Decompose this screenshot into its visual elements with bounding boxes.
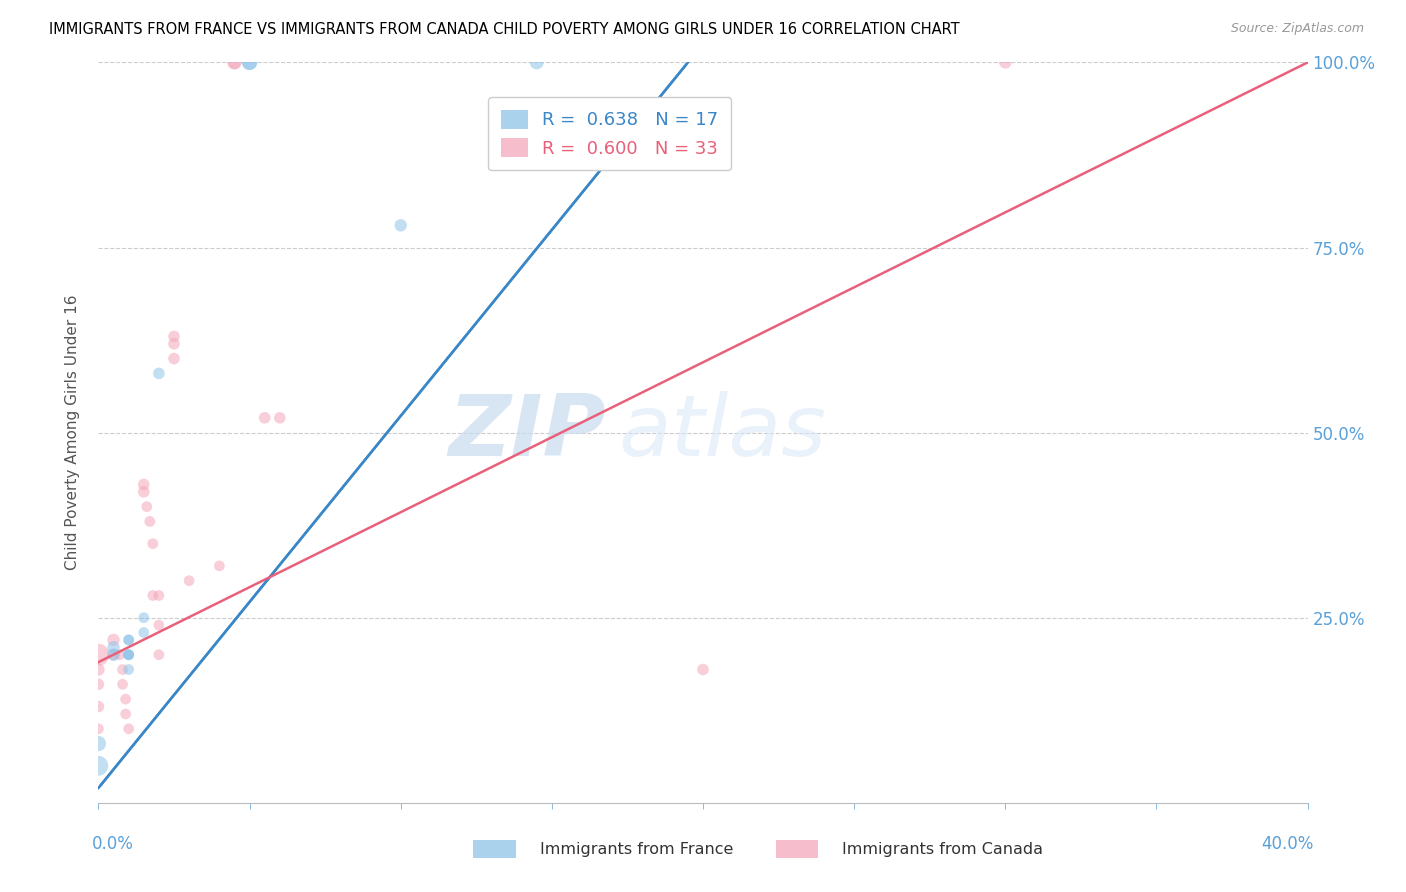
Point (87, 648, 110, 662)
Point (163, 336, 186, 351)
Text: 40.0%: 40.0% (1261, 835, 1313, 853)
Point (87, 699, 110, 714)
Point (148, 618, 170, 632)
Point (148, 648, 170, 662)
Point (526, 55, 548, 70)
Point (118, 648, 141, 662)
Point (389, 219, 412, 233)
Text: atlas: atlas (619, 391, 827, 475)
Point (163, 351, 186, 366)
Point (142, 536, 165, 550)
Point (118, 632, 141, 647)
Point (87, 758, 110, 772)
Point (103, 632, 125, 647)
Point (132, 625, 155, 640)
Text: 0.0%: 0.0% (93, 835, 134, 853)
Point (253, 410, 276, 425)
Point (118, 648, 141, 662)
Point (208, 558, 231, 573)
Point (224, 55, 246, 70)
Point (132, 477, 155, 491)
Point (114, 706, 136, 721)
Y-axis label: Child Poverty Among Girls Under 16: Child Poverty Among Girls Under 16 (65, 295, 80, 570)
Point (692, 663, 714, 677)
Point (103, 640, 125, 655)
Point (118, 648, 141, 662)
Point (139, 515, 162, 529)
Point (239, 55, 262, 70)
Bar (474, 840, 516, 858)
Point (87, 677, 110, 691)
Point (118, 632, 141, 647)
Text: Immigrants from Canada: Immigrants from Canada (842, 842, 1043, 857)
Point (142, 589, 165, 603)
Point (87, 737, 110, 751)
Point (994, 55, 1017, 70)
Point (118, 663, 141, 677)
Point (224, 55, 246, 70)
Point (269, 410, 291, 425)
Point (87, 722, 110, 736)
Point (114, 692, 136, 706)
Text: Source: ZipAtlas.com: Source: ZipAtlas.com (1230, 22, 1364, 36)
Bar (776, 840, 818, 858)
Point (148, 589, 170, 603)
Point (132, 610, 155, 624)
Point (87, 663, 110, 677)
Point (148, 367, 170, 381)
Point (103, 648, 125, 662)
Point (108, 648, 131, 662)
Text: ZIP: ZIP (449, 391, 606, 475)
Point (103, 648, 125, 662)
Legend: R =  0.638   N = 17, R =  0.600   N = 33: R = 0.638 N = 17, R = 0.600 N = 33 (488, 97, 731, 170)
Text: IMMIGRANTS FROM FRANCE VS IMMIGRANTS FROM CANADA CHILD POVERTY AMONG GIRLS UNDER: IMMIGRANTS FROM FRANCE VS IMMIGRANTS FRO… (49, 22, 960, 37)
Point (111, 677, 134, 691)
Point (179, 574, 201, 588)
Point (135, 500, 157, 514)
Point (239, 55, 262, 70)
Point (132, 484, 155, 499)
Text: Immigrants from France: Immigrants from France (540, 842, 733, 857)
Point (163, 329, 186, 343)
Point (118, 722, 141, 736)
Point (111, 663, 134, 677)
